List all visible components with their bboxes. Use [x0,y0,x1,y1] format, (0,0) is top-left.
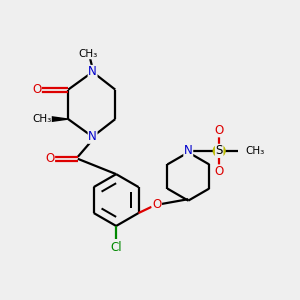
Text: N: N [184,144,193,158]
Text: N: N [88,65,97,79]
Text: CH₃: CH₃ [79,49,98,59]
Polygon shape [49,116,68,122]
Text: CH₃: CH₃ [246,146,265,156]
Text: O: O [152,198,161,211]
Text: N: N [88,130,97,143]
Text: CH₃: CH₃ [32,114,51,124]
Text: O: O [214,124,224,137]
Circle shape [213,145,225,157]
Text: O: O [214,165,224,178]
Text: S: S [215,144,223,158]
Text: O: O [45,152,55,165]
Text: O: O [32,83,41,96]
Text: Cl: Cl [110,241,122,254]
